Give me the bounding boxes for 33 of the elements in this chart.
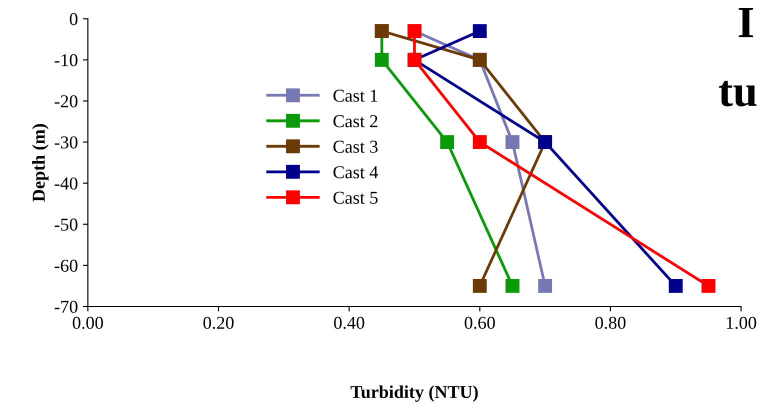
x-tick-label: 0.60 — [464, 316, 495, 330]
point — [668, 279, 683, 293]
point — [472, 135, 487, 150]
point — [701, 279, 716, 293]
legend-label: Cast 5 — [333, 192, 378, 204]
point — [472, 279, 487, 293]
x-tick-label: 0.80 — [595, 316, 626, 330]
legend-label: Cast 1 — [333, 90, 378, 102]
x-tick-label: 1.00 — [726, 316, 756, 330]
y-tick-label: -50 — [54, 218, 78, 231]
y-tick-label: -30 — [54, 136, 78, 149]
legend-label: Cast 4 — [333, 166, 378, 178]
point — [374, 52, 389, 67]
y-tick-label: 0 — [70, 13, 78, 26]
point — [440, 135, 454, 150]
annotation: tu — [718, 80, 756, 106]
x-tick-label: 0.00 — [72, 316, 103, 330]
annotation: I — [738, 8, 754, 38]
x-tick-label: 0.20 — [203, 316, 234, 330]
y-tick-label: -70 — [54, 300, 78, 313]
x-tick-label: 0.40 — [334, 316, 364, 330]
legend-label: Cast 2 — [333, 115, 378, 128]
legend-label: Cast 3 — [333, 140, 378, 153]
point — [538, 279, 552, 293]
y-tick-label: -10 — [54, 54, 78, 66]
point — [472, 24, 487, 38]
point — [506, 135, 520, 150]
point — [506, 279, 520, 293]
y-tick-label: -40 — [54, 177, 78, 190]
y-axis-title: Depth (m) — [32, 124, 49, 202]
x-axis-title: Turbidity (NTU) — [350, 385, 478, 402]
y-tick-label: -60 — [54, 260, 78, 272]
y-tick-label: -20 — [54, 95, 78, 108]
